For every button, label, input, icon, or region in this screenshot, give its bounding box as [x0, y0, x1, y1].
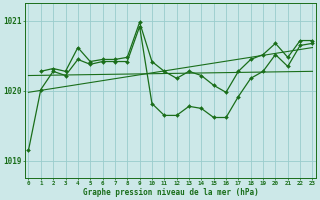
- X-axis label: Graphe pression niveau de la mer (hPa): Graphe pression niveau de la mer (hPa): [83, 188, 258, 197]
